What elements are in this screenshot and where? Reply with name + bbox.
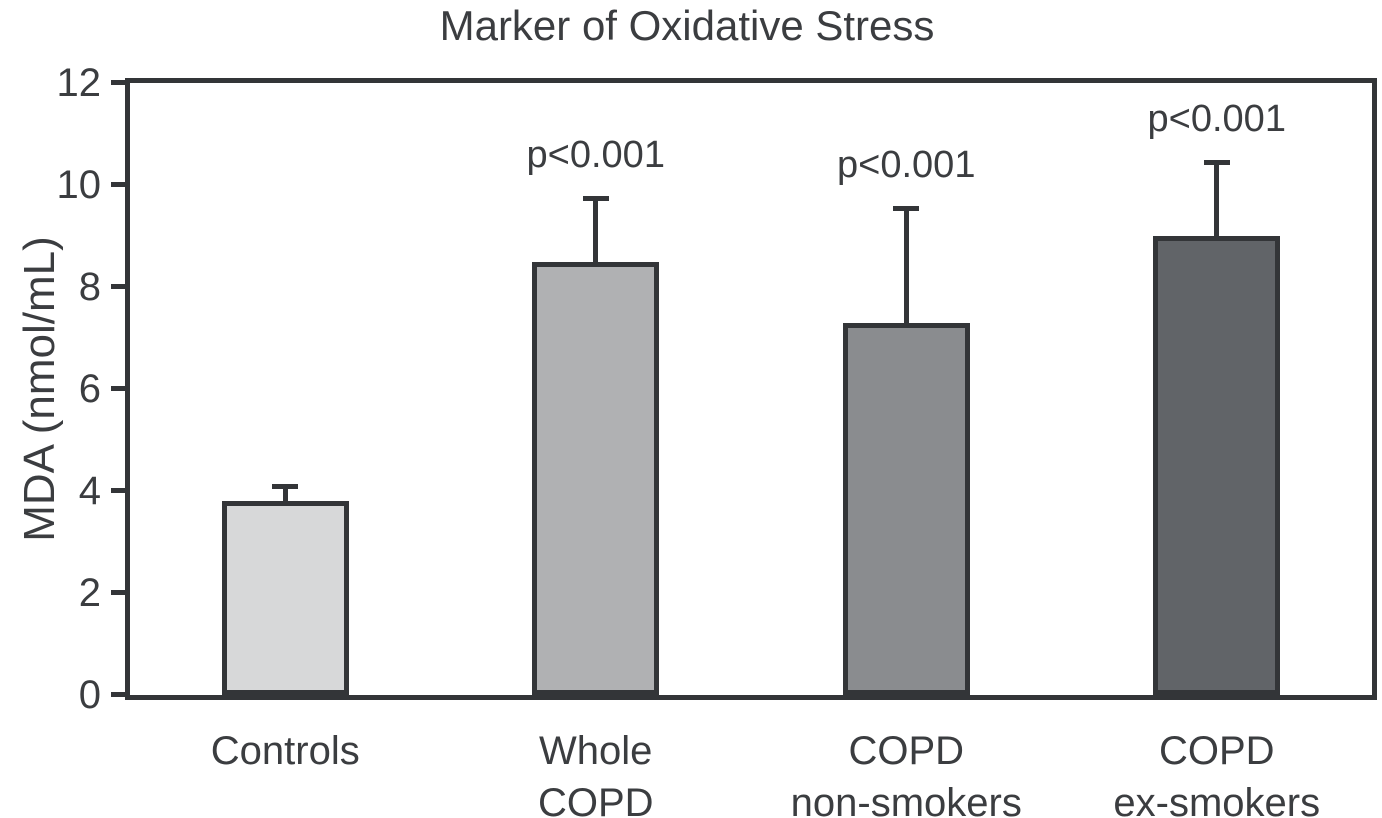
bar-1 xyxy=(221,501,349,695)
y-tick-label: 12 xyxy=(56,61,102,105)
y-axis-tick xyxy=(111,488,130,493)
y-tick-label: 6 xyxy=(78,367,101,411)
bar-3 xyxy=(842,322,970,695)
p-value-annotation: p<0.001 xyxy=(1147,98,1286,141)
y-axis-tick xyxy=(111,80,130,85)
chart-title: Marker of Oxidative Stress xyxy=(439,2,935,49)
error-bar-stem xyxy=(282,485,288,502)
error-bar-cap xyxy=(272,483,299,489)
error-bar-stem xyxy=(903,207,909,323)
y-tick-label: 0 xyxy=(78,673,101,717)
y-axis-tick xyxy=(111,386,130,391)
error-bar-cap xyxy=(582,195,609,201)
y-axis-tick xyxy=(111,182,130,187)
y-tick-label: 2 xyxy=(78,571,101,615)
x-category-label-3: COPD non-smokers xyxy=(790,729,1022,818)
x-category-label-1: Controls xyxy=(210,729,360,773)
error-bar-cap xyxy=(1203,160,1230,166)
error-bar-cap xyxy=(893,205,920,211)
p-value-annotation: p<0.001 xyxy=(526,133,665,176)
y-axis-tick xyxy=(111,692,130,697)
error-bar-stem xyxy=(1214,162,1220,236)
error-bar-stem xyxy=(593,197,599,262)
y-axis-tick xyxy=(111,284,130,289)
y-axis-tick xyxy=(111,590,130,595)
bar-2 xyxy=(532,261,660,695)
p-value-annotation: p<0.001 xyxy=(837,143,976,186)
x-category-label-4: COPD ex-smokers xyxy=(1113,729,1321,818)
y-tick-label: 10 xyxy=(56,163,102,207)
bar-4 xyxy=(1153,236,1281,695)
y-tick-label: 4 xyxy=(78,469,101,513)
x-category-label-2: Whole COPD xyxy=(537,729,654,818)
y-tick-label: 8 xyxy=(78,265,101,309)
